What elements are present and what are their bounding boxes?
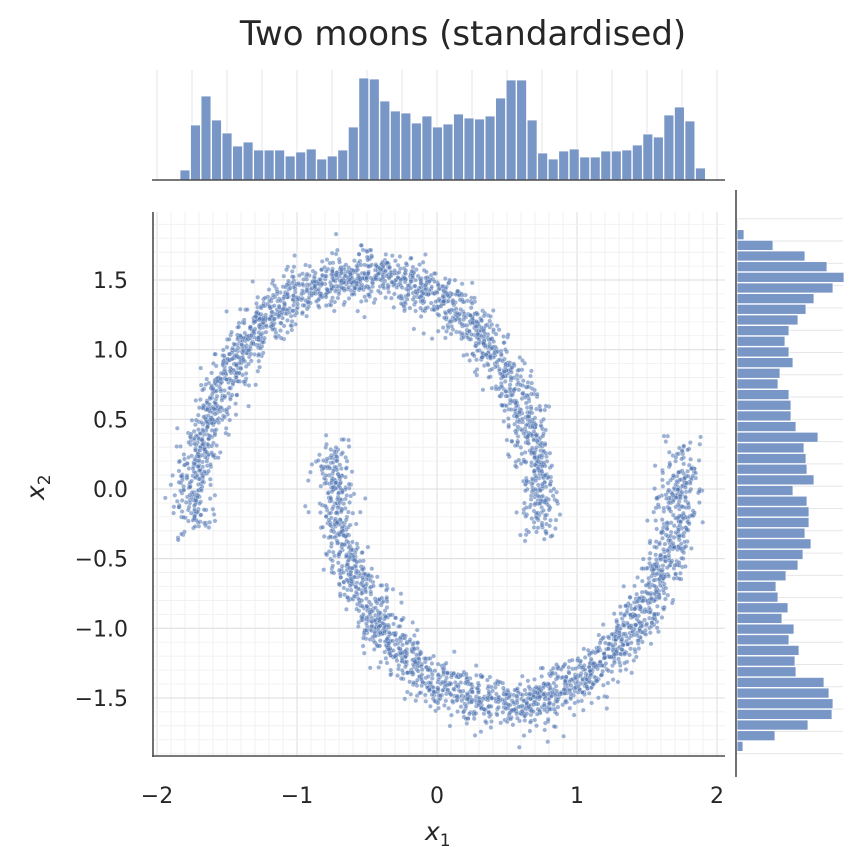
right-histogram xyxy=(736,218,845,752)
y-tick-label: −0.5 xyxy=(75,548,128,573)
y-tick-label: 0.5 xyxy=(93,408,128,433)
x-axis-label: x1 xyxy=(424,817,451,851)
x-tick-label: 2 xyxy=(710,784,724,809)
top-histogram xyxy=(179,77,706,181)
x-tick-label: −1 xyxy=(281,784,313,809)
y-axis-label: x2 xyxy=(21,474,55,501)
y-tick-label: −1.5 xyxy=(75,687,128,712)
y-tick-labels: 1.5 1.0 0.5 0.0 −0.5 −1.0 −1.5 xyxy=(75,269,128,712)
y-tick-label: −1.0 xyxy=(75,617,128,642)
x-tick-label: 0 xyxy=(430,784,444,809)
y-tick-label: 0.0 xyxy=(93,478,128,503)
scatter-points xyxy=(162,231,706,750)
y-tick-label: 1.0 xyxy=(93,339,128,364)
x-tick-labels: −2 −1 0 1 2 xyxy=(141,784,724,809)
y-tick-label: 1.5 xyxy=(93,269,128,294)
chart-title: Two moons (standardised) xyxy=(239,14,687,54)
x-tick-label: −2 xyxy=(141,784,173,809)
axis-spines xyxy=(152,179,737,777)
x-tick-label: 1 xyxy=(570,784,584,809)
